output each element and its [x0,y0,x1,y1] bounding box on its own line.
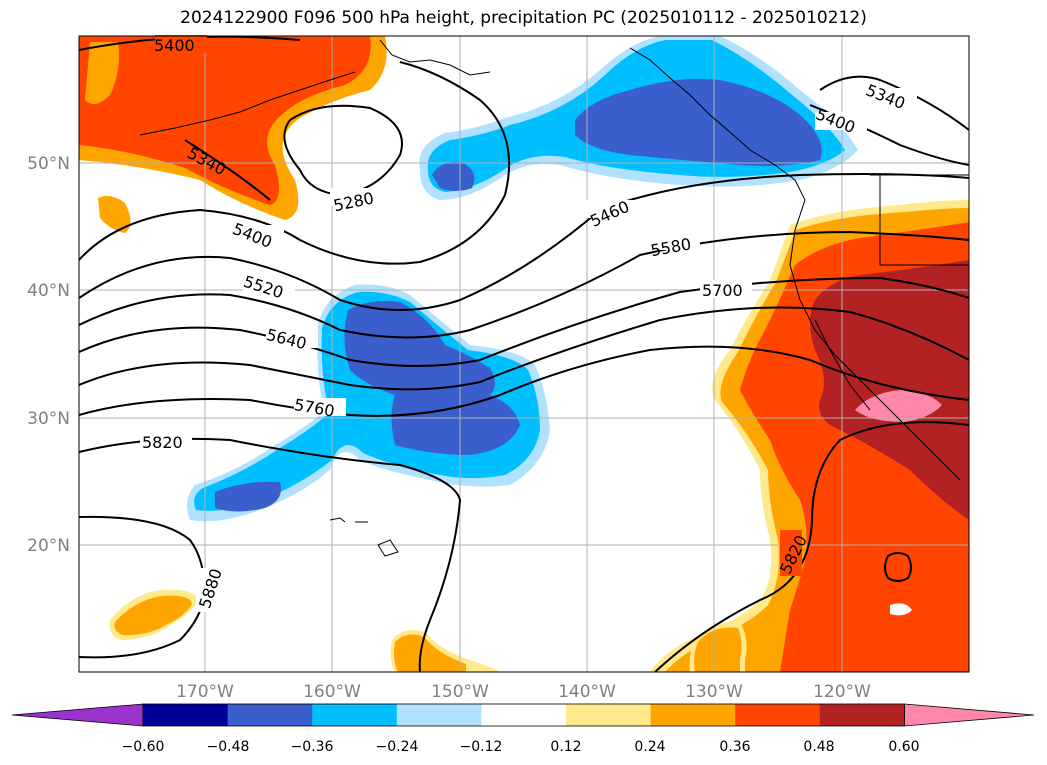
lat-label: 40°N [27,281,70,301]
colorbar-tick-label: 0.60 [888,739,919,755]
colorbar-frame [142,703,905,727]
graticule [79,36,969,672]
colorbar-segment [650,704,736,726]
contour-labels: 5400 5340 5280 5400 5520 5640 5760 5820 … [140,35,917,612]
precipitation-field [79,36,969,672]
colorbar-segment [819,704,905,726]
lon-label: 150°W [431,682,489,702]
lat-label: 20°N [27,536,70,556]
lon-label: 140°W [558,682,616,702]
colorbar-tick-label: 0.48 [803,739,834,755]
colorbar-segment [396,704,482,726]
colorbar-segments [11,703,1035,727]
longitude-axis-labels: 170°W 160°W 150°W 140°W 130°W 120°W [176,682,871,702]
colorbar-segment [735,704,821,726]
coastlines [139,39,969,557]
colorbar-segment [904,703,1035,727]
colorbar-tick-label: 0.24 [634,739,665,755]
colorbar-segment [11,703,144,727]
lon-label: 170°W [176,682,234,702]
map-title: 2024122900 F096 500 hPa height, precipit… [180,8,867,28]
lon-label: 130°W [685,682,743,702]
colorbar-segment [312,704,398,726]
lon-label: 120°W [813,682,871,702]
contour-label: 5400 [154,36,195,55]
height-contours [79,36,969,672]
colorbar-ticks: −0.60 −0.48 −0.36 −0.24 −0.12 0.12 0.24 … [122,739,920,755]
colorbar-segment [227,704,313,726]
colorbar-tick-label: −0.24 [376,739,419,755]
latitude-axis-labels: 50°N 40°N 30°N 20°N [27,154,70,556]
colorbar-tick-label: −0.12 [460,739,503,755]
colorbar-tick-label: 0.12 [550,739,581,755]
contour-label: 5820 [142,433,183,452]
map-frame [78,35,970,673]
contour-label: 5700 [702,281,743,300]
colorbar-segment [481,704,567,726]
colorbar-tick-label: −0.36 [291,739,334,755]
colorbar-segment [566,704,652,726]
lon-label: 160°W [303,682,361,702]
colorbar-tick-label: −0.60 [122,739,165,755]
colorbar-tick-label: 0.36 [719,739,750,755]
colorbar-tick-label: −0.48 [207,739,250,755]
lat-label: 50°N [27,154,70,174]
colorbar-segment [143,704,229,726]
lat-label: 30°N [27,409,70,429]
